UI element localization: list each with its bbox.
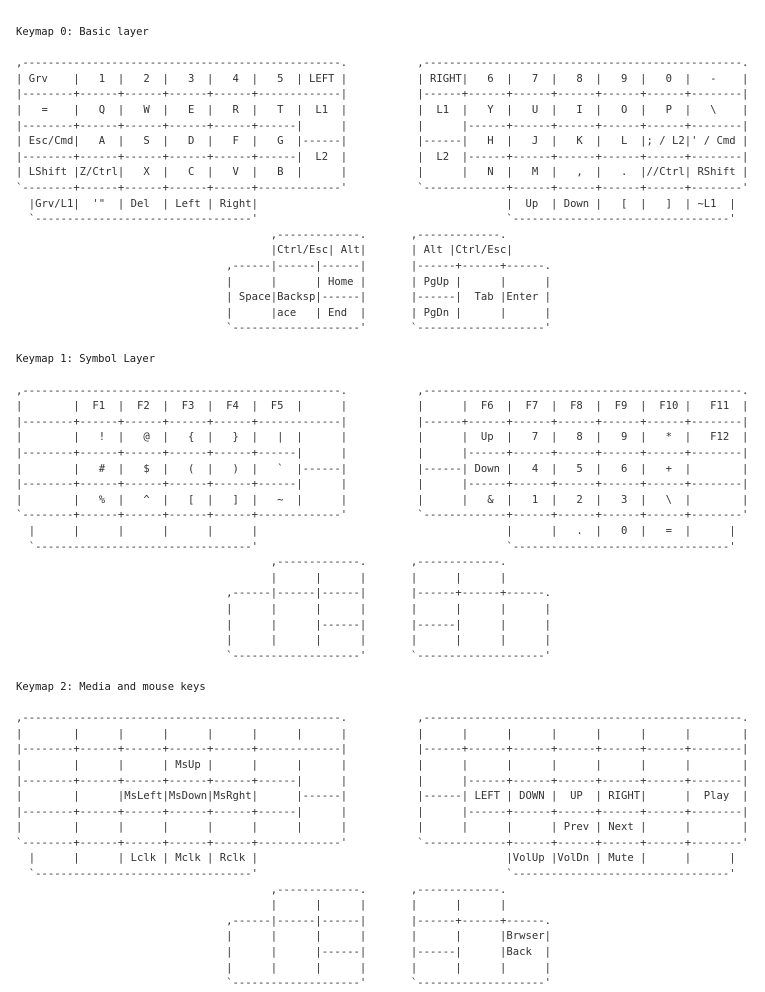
keymap-0-title: Keymap 0: Basic layer bbox=[16, 26, 149, 38]
keymap-block-0: Keymap 0: Basic layer ,-----------------… bbox=[16, 25, 765, 337]
spacer bbox=[16, 368, 765, 384]
spacer bbox=[16, 664, 765, 680]
keymap-block-1: Keymap 1: Symbol Layer ,----------------… bbox=[16, 352, 765, 664]
keymap-0-main-grid: ,---------------------------------------… bbox=[16, 57, 749, 226]
keymap-1-main-grid: ,---------------------------------------… bbox=[16, 384, 749, 553]
keymap-2-thumb-clusters: ,-------------. ,-------------. | | | | … bbox=[226, 883, 551, 990]
keymap-2-main-grid: ,---------------------------------------… bbox=[16, 712, 749, 881]
keymap-1-thumb-clusters: ,-------------. ,-------------. | | | | … bbox=[226, 556, 551, 662]
keymap-1-title: Keymap 1: Symbol Layer bbox=[16, 353, 156, 366]
spacer bbox=[16, 337, 765, 353]
keymap-block-2: Keymap 2: Media and mouse keys ,--------… bbox=[16, 680, 765, 992]
keymap-0-thumb-clusters: ,-------------. ,-------------. |Ctrl/Es… bbox=[226, 228, 551, 335]
ascii-keyboard-diagram-sheet: Keymap 0: Basic layer ,-----------------… bbox=[16, 25, 765, 992]
spacer bbox=[16, 41, 765, 57]
spacer bbox=[16, 696, 765, 712]
keymap-2-title: Keymap 2: Media and mouse keys bbox=[16, 680, 206, 693]
